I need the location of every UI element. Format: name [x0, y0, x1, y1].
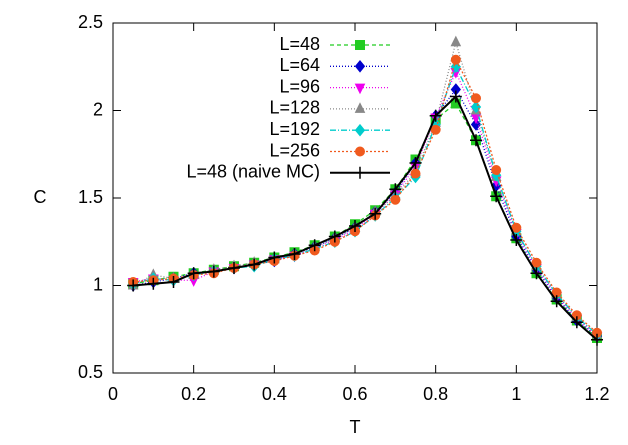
- marker: [349, 220, 361, 232]
- legend-marker: [354, 123, 366, 137]
- marker: [470, 134, 482, 147]
- y-tick-label: 2: [93, 99, 103, 119]
- legend-marker: [355, 146, 365, 157]
- series: [127, 90, 603, 346]
- marker: [591, 333, 603, 346]
- series: [127, 35, 603, 339]
- marker: [390, 194, 401, 205]
- marker: [187, 267, 200, 280]
- series: [128, 54, 602, 338]
- y-tick-label: 1.5: [78, 187, 103, 207]
- marker: [409, 157, 422, 169]
- marker: [510, 234, 523, 246]
- legend-marker: [354, 166, 366, 179]
- marker: [470, 118, 482, 131]
- marker: [389, 183, 402, 196]
- legend-marker: [354, 83, 366, 95]
- marker: [531, 257, 542, 268]
- x-axis-label: T: [350, 417, 361, 437]
- marker: [127, 279, 140, 292]
- y-tick-label: 0.5: [78, 362, 103, 382]
- marker: [147, 277, 160, 290]
- series-line: [133, 58, 598, 334]
- series: [128, 60, 603, 341]
- x-tick-label: 1: [511, 384, 521, 404]
- series-line: [133, 88, 598, 337]
- x-tick-label: 0.4: [262, 384, 287, 404]
- marker: [471, 93, 481, 104]
- series-line: [132, 39, 598, 335]
- series-line: [133, 70, 598, 337]
- marker: [248, 258, 261, 271]
- x-tick-label: 0: [108, 384, 118, 404]
- series: [127, 68, 603, 343]
- x-tick-label: 1.2: [584, 384, 609, 404]
- marker: [530, 267, 543, 280]
- marker: [369, 207, 382, 220]
- y-axis-label: C: [34, 187, 47, 207]
- legend-label: L=48: [279, 34, 320, 54]
- y-tick-label: 1: [93, 274, 103, 294]
- legend-label: L=64: [279, 55, 320, 75]
- series-line: [133, 65, 598, 335]
- x-tick-label: 0.8: [423, 384, 448, 404]
- plot-frame: [112, 22, 598, 374]
- series-line: [133, 94, 598, 341]
- marker: [450, 35, 462, 47]
- marker: [410, 168, 421, 179]
- legend-label: L=128: [269, 98, 320, 118]
- legend-label: L=256: [269, 140, 320, 160]
- marker: [328, 230, 341, 243]
- marker: [268, 251, 281, 264]
- marker: [491, 165, 502, 175]
- marker: [429, 109, 442, 122]
- marker: [490, 190, 503, 203]
- marker: [228, 262, 240, 274]
- x-tick-label: 0.6: [342, 384, 367, 404]
- marker: [308, 239, 321, 252]
- marker: [207, 265, 220, 278]
- marker: [430, 124, 441, 135]
- marker: [449, 90, 462, 103]
- legend-marker: [355, 40, 365, 50]
- legend-label: L=96: [279, 76, 320, 96]
- legend-label: L=192: [269, 119, 320, 139]
- marker: [550, 295, 563, 308]
- marker: [167, 276, 180, 288]
- marker: [511, 222, 522, 233]
- x-tick-label: 0.2: [181, 384, 206, 404]
- legend-marker: [354, 102, 366, 113]
- legend-marker: [354, 60, 366, 73]
- legend-label: L=48 (naive MC): [186, 162, 320, 182]
- marker: [450, 54, 461, 65]
- marker: [288, 248, 301, 260]
- series: [128, 83, 603, 343]
- y-tick-label: 2.5: [78, 12, 103, 32]
- marker: [570, 316, 583, 329]
